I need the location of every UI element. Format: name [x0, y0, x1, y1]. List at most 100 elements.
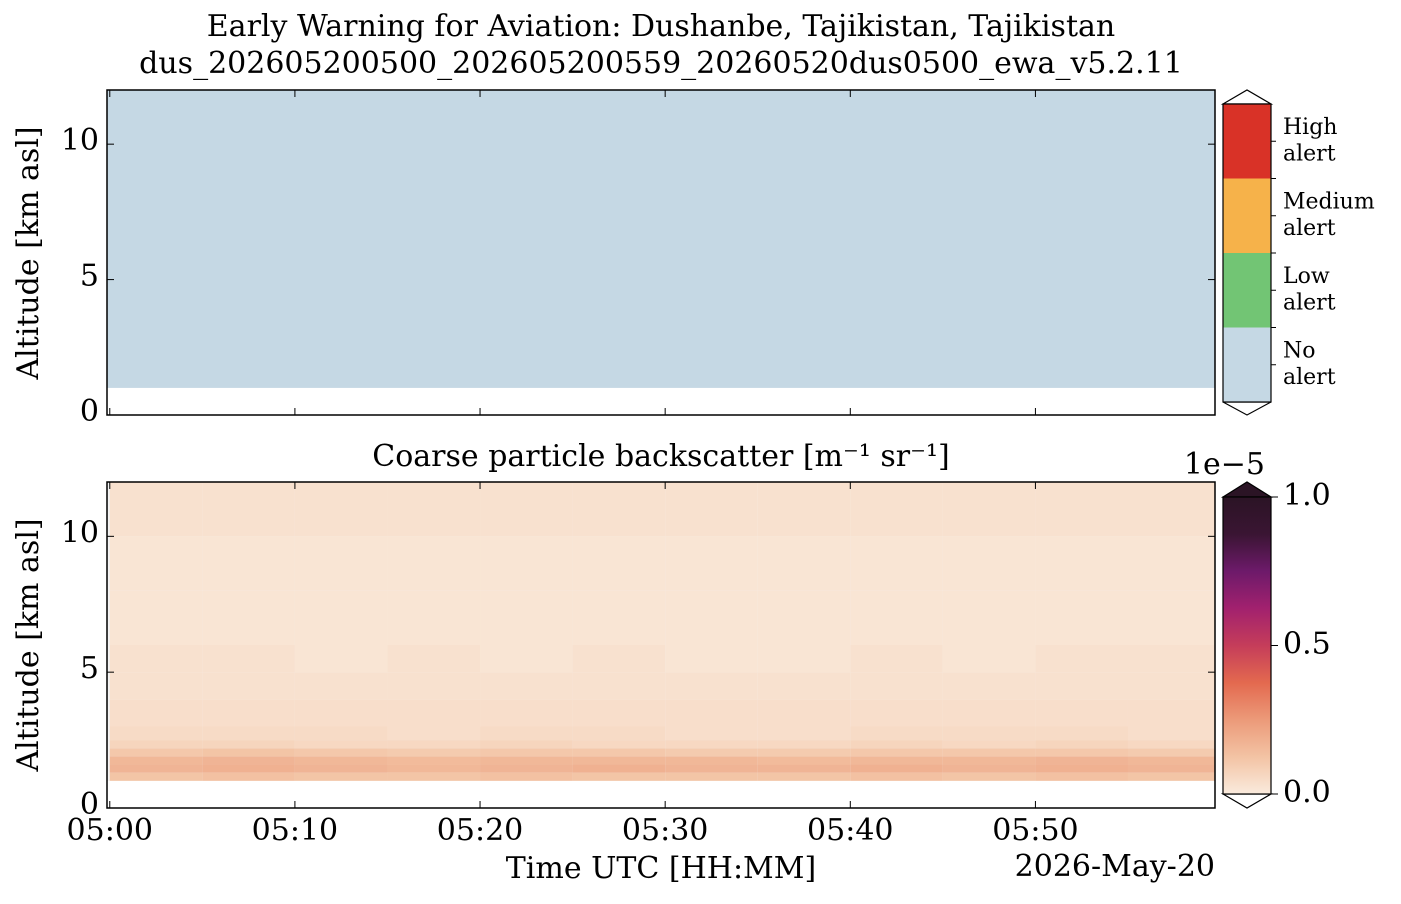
- heatmap-cell: [109, 482, 203, 537]
- heatmap-cell: [1127, 672, 1215, 700]
- heatmap-cell: [387, 756, 481, 765]
- colorbar-extension: [1222, 401, 1272, 416]
- colorbar-extension: [1220, 89, 1274, 105]
- heatmap-cell: [387, 536, 481, 591]
- heatmap-cell: [665, 645, 758, 673]
- heatmap-cell: [1127, 645, 1215, 673]
- heatmap-cell: [942, 740, 1036, 749]
- heatmap-cell: [294, 726, 388, 741]
- heatmap-cell: [757, 756, 851, 765]
- heatmap-cell: [294, 699, 388, 727]
- heatmap-cell: [387, 590, 481, 645]
- heatmap-cell: [109, 672, 203, 700]
- heatmap-cell: [572, 536, 666, 591]
- y-axis-label: Altitude [km asl]: [11, 518, 46, 772]
- heatmap-cell: [572, 772, 666, 781]
- colorbar-label: Low alert: [1283, 264, 1336, 315]
- heatmap-cell: [109, 645, 203, 673]
- heatmap-cell: [202, 645, 295, 673]
- heatmap-cell: [850, 672, 943, 700]
- heatmap-cell: [1035, 726, 1128, 741]
- heatmap-cell: [294, 772, 388, 781]
- heatmap-cell: [202, 748, 295, 757]
- colorbar-tick-label: 1.0: [1283, 478, 1331, 513]
- colorbar-frame: [1222, 103, 1272, 403]
- x-tick-label: 05:10: [252, 813, 338, 848]
- x-tick-label: 05:30: [622, 813, 708, 848]
- heatmap-cell: [1035, 764, 1128, 773]
- heatmap-cell: [294, 740, 388, 749]
- heatmap-cell: [850, 740, 943, 749]
- heatmap-cell: [1035, 699, 1128, 727]
- heatmap-cell: [202, 740, 295, 749]
- plot-frame: [106, 481, 1216, 809]
- plot-frame: [106, 89, 1216, 416]
- heatmap-cell: [757, 772, 851, 781]
- heatmap-cell: [850, 772, 943, 781]
- heatmap-cell: [1127, 764, 1215, 773]
- heatmap-cell: [665, 699, 758, 727]
- heatmap-cell: [572, 482, 666, 537]
- heatmap-cell: [1035, 536, 1128, 591]
- heatmap-cell: [109, 590, 203, 645]
- heatmap-cell: [294, 536, 388, 591]
- heatmap-cell: [942, 756, 1036, 765]
- colorbar-swatch: [1223, 327, 1271, 402]
- heatmap-cell: [109, 740, 203, 749]
- heatmap-cell: [850, 748, 943, 757]
- heatmap-cell: [202, 756, 295, 765]
- heatmap-cell: [387, 482, 481, 537]
- y-tick-label: 0: [80, 787, 99, 822]
- heatmap-cell: [387, 748, 481, 757]
- heatmap-cell: [757, 740, 851, 749]
- heatmap-cell: [202, 672, 295, 700]
- heatmap-cell: [665, 764, 758, 773]
- colorbar-swatch: [1223, 253, 1271, 328]
- heatmap-cell: [480, 756, 573, 765]
- x-axis-label: Time UTC [HH:MM]: [506, 851, 816, 886]
- heatmap-cell: [109, 748, 203, 757]
- heatmap-cell: [665, 748, 758, 757]
- heatmap-cell: [572, 740, 666, 749]
- heatmap-cell: [850, 699, 943, 727]
- heatmap-cell: [665, 482, 758, 537]
- heatmap-cell: [109, 772, 203, 781]
- heatmap-cell: [572, 699, 666, 727]
- heatmap-cell: [480, 536, 573, 591]
- heatmap-cell: [1035, 645, 1128, 673]
- heatmap-cell: [942, 590, 1036, 645]
- heatmap-cell: [294, 645, 388, 673]
- heatmap-cell: [942, 645, 1036, 673]
- heatmap-cell: [294, 764, 388, 773]
- heatmap-cell: [942, 699, 1036, 727]
- heatmap-cell: [480, 764, 573, 773]
- heatmap-cell: [202, 482, 295, 537]
- alert-cell: [107, 90, 1215, 388]
- heatmap-cell: [942, 726, 1036, 741]
- colorbar: [1222, 496, 1272, 795]
- heatmap-cell: [665, 726, 758, 741]
- heatmap-cell: [480, 645, 573, 673]
- heatmap-cell: [572, 672, 666, 700]
- heatmap-cell: [757, 726, 851, 741]
- heatmap-cell: [665, 740, 758, 749]
- heatmap-cell: [757, 748, 851, 757]
- heatmap-cell: [480, 672, 573, 700]
- colorbar-swatch: [1223, 104, 1271, 179]
- heatmap-cell: [294, 590, 388, 645]
- heatmap-cell: [572, 590, 666, 645]
- heatmap-cell: [665, 590, 758, 645]
- heatmap-cell: [572, 726, 666, 741]
- heatmap-cell: [942, 772, 1036, 781]
- heatmap-cell: [1127, 590, 1215, 645]
- heatmap-cell: [387, 764, 481, 773]
- colorbar-extension: [1220, 481, 1274, 498]
- heatmap-cell: [480, 748, 573, 757]
- date-label: 2026-May-20: [1015, 849, 1215, 884]
- heatmap-cell: [294, 672, 388, 700]
- heatmap-cell: [665, 672, 758, 700]
- heatmap-cell: [942, 482, 1036, 537]
- heatmap-cell: [294, 756, 388, 765]
- heatmap-cell: [387, 672, 481, 700]
- heatmap-cell: [572, 748, 666, 757]
